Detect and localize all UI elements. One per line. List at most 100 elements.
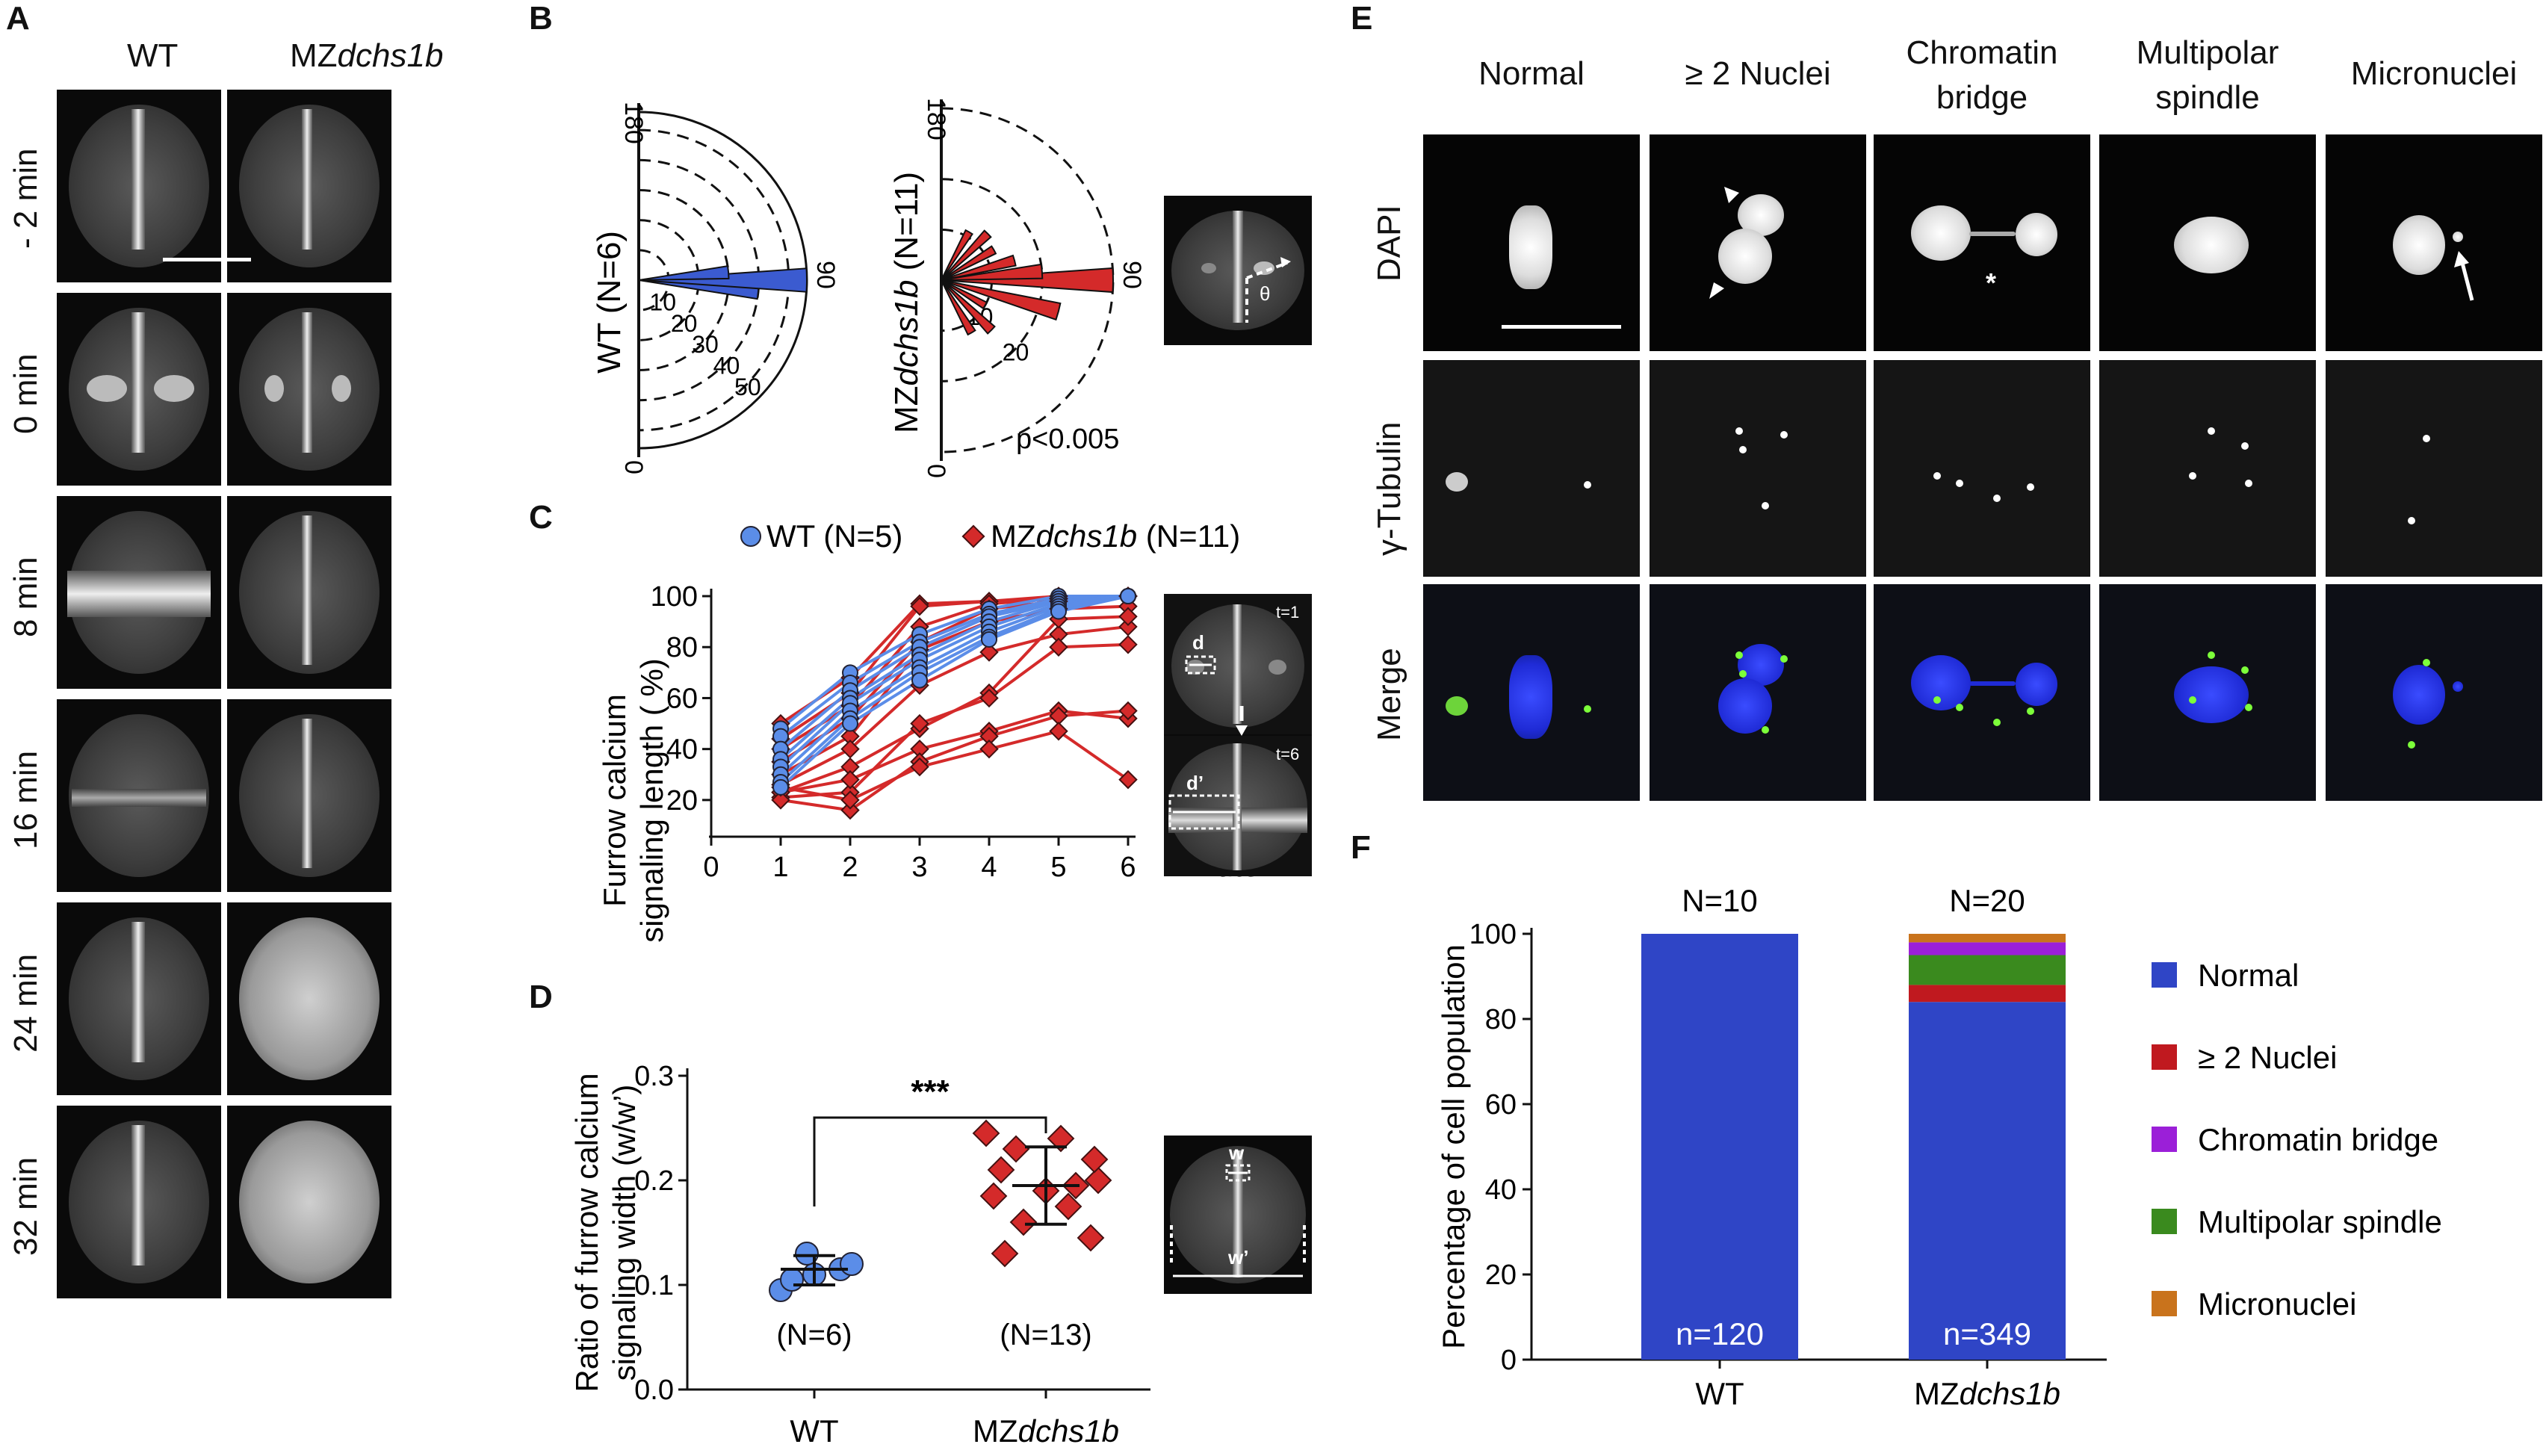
c-point-mz: [979, 642, 999, 662]
c-series-line-13: [780, 625, 1129, 787]
c-point-mz: [1049, 706, 1068, 726]
c-point-mz: [910, 713, 929, 734]
d-point-wt: [795, 1242, 819, 1266]
mz-micrograph-4: [227, 902, 391, 1095]
c-ytick-label: 60: [666, 683, 698, 714]
c-series-line-18: [780, 729, 1130, 802]
c-series-line-6: [779, 595, 1129, 784]
d-cat-wt: WT: [790, 1413, 838, 1449]
legend-mz-marker: [961, 524, 985, 548]
e-row-label-2: Merge: [1371, 648, 1407, 741]
e-micrograph-r0-c4: [2326, 134, 2542, 351]
c-series-line-0: [779, 595, 1128, 730]
rose-wedge-1: [941, 279, 996, 335]
f-legend-swatch-2: [2152, 1127, 2177, 1152]
angle-label-180: 180: [619, 102, 648, 144]
c-ytick-label: 40: [666, 734, 698, 766]
c-point-mz: [910, 757, 929, 777]
mz-micrograph-5: [227, 1106, 391, 1298]
c-xtick-label: 1: [772, 852, 788, 883]
arrowhead-icon: [1724, 187, 1739, 203]
c-series-line-4: [779, 595, 1129, 769]
c-point-mz: [1049, 637, 1068, 657]
rose-mz-label: MZdchs1b (N=11): [888, 172, 925, 433]
f-legend-swatch-1: [2152, 1044, 2177, 1070]
row-label-a-5: 32 min: [7, 1156, 44, 1256]
panel-letter-f: F: [1351, 829, 1371, 866]
f-cat-mz: MZdchs1b: [1914, 1376, 2060, 1411]
e-micrograph-r1-c4: [2326, 360, 2542, 577]
f-N-mz: N=20: [1949, 883, 2025, 918]
c-xtick-label: 2: [842, 852, 858, 883]
c-series-line-1: [779, 595, 1129, 738]
c-ylabel-1: Furrow calcium: [597, 694, 632, 907]
d-point-wt: [780, 1268, 804, 1292]
panel-letter-c: C: [529, 499, 553, 536]
e-column-label-3: spindle: [2155, 79, 2260, 116]
scale-bar-a: [163, 258, 251, 261]
wt-micrograph-3: [57, 699, 221, 892]
c-point-mz: [910, 596, 929, 616]
inset-d-width: w w’: [1164, 1136, 1312, 1294]
c-xtick-label: 5: [1050, 852, 1066, 883]
e-micrograph-r2-c1: [1650, 584, 1866, 801]
theta-label: θ: [1260, 282, 1270, 305]
e-column-label-1: ≥ 2 Nuclei: [1685, 55, 1831, 92]
rose-tick-30: 30: [692, 331, 719, 358]
d-ylabel-1: Ratio of furrow calcium: [569, 1073, 604, 1392]
column-label-wt: WT: [127, 37, 179, 74]
row-label-a-1: 0 min: [7, 353, 44, 434]
c-point-mz: [979, 739, 999, 759]
e-column-label-0: Normal: [1478, 55, 1585, 92]
inset-b-angle: θ: [1164, 196, 1312, 345]
c-point-mz: [1118, 607, 1138, 627]
inset-c-furrow: t=1 d t=6 d’: [1164, 594, 1312, 876]
d-point-mz: [1080, 1145, 1109, 1174]
arrow-icon: [2454, 251, 2469, 267]
d-ytick-label: 0.3: [634, 1061, 674, 1092]
f-legend-label-2: Chromatin bridge: [2198, 1122, 2438, 1157]
c-point-mz: [840, 757, 860, 777]
f-ytick-label: 20: [1485, 1260, 1517, 1291]
rose-tick-40: 40: [713, 353, 740, 380]
f-n-mz: n=349: [1943, 1316, 2031, 1351]
c-point-mz: [979, 688, 999, 708]
c-point-mz: [840, 800, 860, 820]
e-micrograph-r2-c4: [2326, 584, 2542, 801]
d-point-mz: [987, 1156, 1015, 1184]
d-ytick-label: 0.1: [634, 1270, 674, 1301]
rose-wedge-3: [941, 279, 1062, 321]
f-legend-label-0: Normal: [2198, 958, 2299, 993]
f-legend-swatch-0: [2152, 962, 2177, 988]
f-bar-1-4: [1909, 934, 2066, 943]
e-row-label-1: γ-Tubulin: [1371, 421, 1407, 556]
e-micrograph-r1-c1: [1650, 360, 1866, 577]
rose-ring: [638, 219, 700, 341]
e-micrograph-r2-c2: [1874, 584, 2090, 801]
rose-wedge-4: [941, 267, 1115, 294]
f-legend-label-1: ≥ 2 Nuclei: [2198, 1040, 2337, 1075]
mz-micrograph-1: [227, 293, 391, 486]
mz-micrograph-0: [227, 90, 391, 282]
d-point-mz: [991, 1239, 1019, 1268]
f-ytick-label: 80: [1485, 1004, 1517, 1035]
c-series-line-16: [780, 709, 1129, 794]
rose-ring: [638, 158, 761, 402]
angle-label-0: 0: [619, 460, 648, 474]
wt-micrograph-5: [57, 1106, 221, 1298]
f-ytick-label: 60: [1485, 1089, 1517, 1121]
c-point-mz: [840, 726, 860, 746]
panel-letter-b: B: [529, 0, 553, 37]
d-point-mz: [1084, 1166, 1112, 1195]
wt-micrograph-1: [57, 293, 221, 486]
c-xtick-label: 4: [981, 852, 997, 883]
e-micrograph-r1-c3: [2099, 360, 2316, 577]
c-point-mz: [1118, 617, 1138, 636]
c-point-mz: [1118, 701, 1138, 721]
c-point-mz: [1049, 722, 1068, 741]
e-micrograph-r2-c0: [1423, 584, 1640, 801]
e-micrograph-r0-c2: *: [1874, 134, 2090, 351]
d-point-mz: [1077, 1224, 1105, 1252]
f-bar-1-0: [1909, 1002, 2066, 1360]
